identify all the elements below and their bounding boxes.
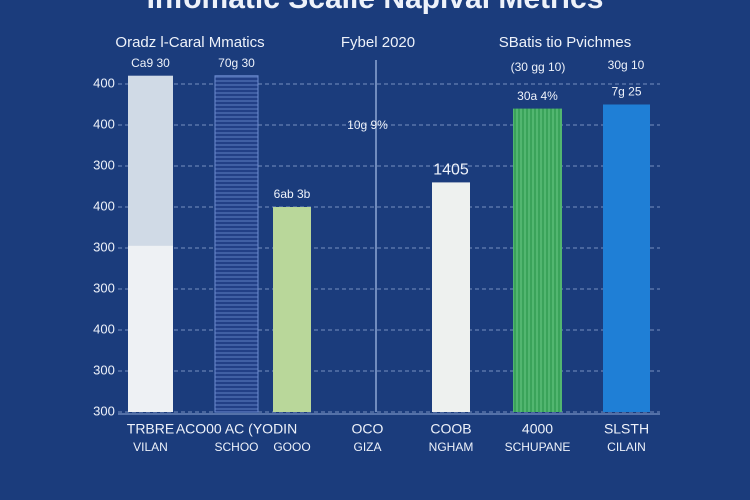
bar-label: 70g 30 [218,56,255,70]
bar-label: 10g 9% [347,118,388,132]
y-tick-label: 300 [93,280,115,295]
bar-label: 30a 4% [517,89,558,103]
annotation: 30g 10 [608,58,645,72]
y-tick-label: 300 [93,362,115,377]
bar [603,104,650,412]
subtitle: Oradz l-Caral Mmatics [115,34,264,51]
y-tick-label: 300 [93,157,115,172]
y-tick-label: 300 [93,403,115,418]
bar [432,182,470,412]
subtitle: Fybel 2020 [341,34,415,51]
bar-label: 7g 25 [611,85,641,99]
x-tick-sublabel: SCHOO [214,440,258,454]
x-tick-sublabel: GOOO [273,440,310,454]
x-tick-label: 4000 [522,421,553,437]
bar [214,75,259,413]
x-tick-label: OCO [352,421,384,437]
x-tick-sublabel: VILAN [133,440,168,454]
subtitle: SBatis tio Pvichmes [499,34,632,51]
x-tick-sublabel: GIZA [353,440,381,454]
y-tick-label: 400 [93,75,115,90]
bar-label: Ca9 30 [131,56,170,70]
bar-label: 1405 [433,162,469,179]
x-tick-sublabel: CILAIN [607,440,646,454]
bar [513,108,562,412]
x-tick-label: COOB [430,421,471,437]
x-tick-label: TRBRE [127,421,174,437]
x-tick-sublabel: NGHAM [429,440,474,454]
bar [273,207,311,412]
x-tick-sublabel: SCHUPANE [505,440,571,454]
x-tick-label: SLSTH [604,421,649,437]
y-tick-label: 400 [93,198,115,213]
chart-title: Infomatic Scalle Napival Metrics [147,0,604,15]
bar-shade [128,75,173,246]
bar-label: 6ab 3b [274,187,311,201]
annotation: (30 gg 10) [511,60,566,74]
y-tick-label: 400 [93,116,115,131]
x-tick-label: ACO00 AC (YODIN [176,421,297,437]
y-tick-label: 300 [93,239,115,254]
y-tick-label: 400 [93,321,115,336]
